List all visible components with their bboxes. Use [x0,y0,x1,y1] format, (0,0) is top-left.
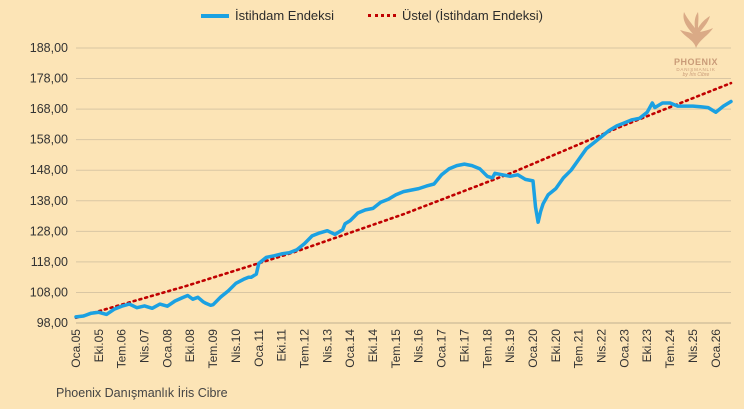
logo-signature: by İris Cibre [682,72,710,78]
x-tick-label: Nis.19 [503,329,517,363]
x-tick-label: Eki.23 [640,329,654,363]
y-tick-label: 188,00 [30,41,68,55]
x-tick-label: Oca.05 [69,329,83,368]
legend-label-series: İstihdam Endeksi [235,8,335,23]
x-tick-label: Nis.13 [320,329,334,363]
x-tick-label: Nis.10 [229,329,243,363]
x-tick-label: Eki.17 [457,329,471,363]
phoenix-logo: PHOENIX DANIŞMANLIK by İris Cibre [660,10,732,78]
legend-swatch-series [201,13,230,18]
employment-index-series [74,99,733,319]
x-tick-label: Eki.11 [275,329,289,362]
x-tick-label: Tem.24 [663,329,677,369]
x-tick-label: Tem.15 [389,329,403,369]
x-tick-label: Eki.20 [549,329,563,363]
legend-item-trend: Üstel (İstihdam Endeksi) [368,8,543,23]
legend-item-series: İstihdam Endeksi [201,8,334,23]
x-tick-label: Eki.08 [183,329,197,363]
legend-label-trend: Üstel (İstihdam Endeksi) [402,8,543,23]
trend-series [74,81,733,320]
x-tick-label: Tem.18 [480,329,494,369]
x-tick-label: Oca.17 [435,329,449,368]
y-tick-label: 158,00 [30,133,68,147]
x-tick-label: Eki.14 [366,329,380,363]
gridlines [76,47,731,324]
x-tick-label: Nis.22 [595,329,609,363]
x-tick-label: Oca.11 [252,329,266,367]
footer-credit: Phoenix Danışmanlık İris Cibre [56,386,228,400]
x-tick-label: Nis.25 [686,329,700,363]
logo-wordmark: PHOENIX [673,57,718,67]
series-line-employment-index [74,99,733,319]
y-axis: 98,00 108,00 118,00 128,00 138,00 148,00 158,0… [30,41,68,330]
x-tick-label: Tem.06 [115,329,129,369]
series-line-exponential-trend [74,81,733,320]
x-tick-label: Nis.07 [138,329,152,363]
y-tick-label: 98,00 [37,316,68,330]
legend: İstihdam Endeksi Üstel (İstihdam Endeksi… [0,8,744,23]
y-tick-label: 108,00 [30,285,68,299]
x-tick-label: Tem.09 [206,329,220,369]
x-tick-label: Tem.21 [572,329,586,369]
x-tick-label: Oca.26 [709,329,723,368]
y-tick-label: 148,00 [30,163,68,177]
phoenix-bird-icon [680,12,713,48]
x-tick-label: Oca.14 [343,329,357,368]
y-tick-label: 128,00 [30,224,68,238]
x-tick-label: Nis.16 [412,329,426,363]
x-tick-label: Eki.05 [92,329,106,363]
y-tick-label: 118,00 [31,255,68,269]
y-tick-label: 138,00 [30,194,68,208]
x-tick-label: Tem.12 [297,329,311,369]
x-tick-label: Oca.23 [617,329,631,368]
x-tick-label: Oca.08 [160,329,174,368]
x-axis: Oca.05 Eki.05 Tem.06 Nis.07 Oca.08 Eki.08 Tem.… [69,322,731,369]
logo-subtitle: DANIŞMANLIK [676,67,716,72]
x-tick-label: Oca.20 [526,329,540,368]
legend-swatch-trend [368,14,397,17]
y-tick-label: 168,00 [30,102,68,116]
y-tick-label: 178,00 [30,72,68,86]
